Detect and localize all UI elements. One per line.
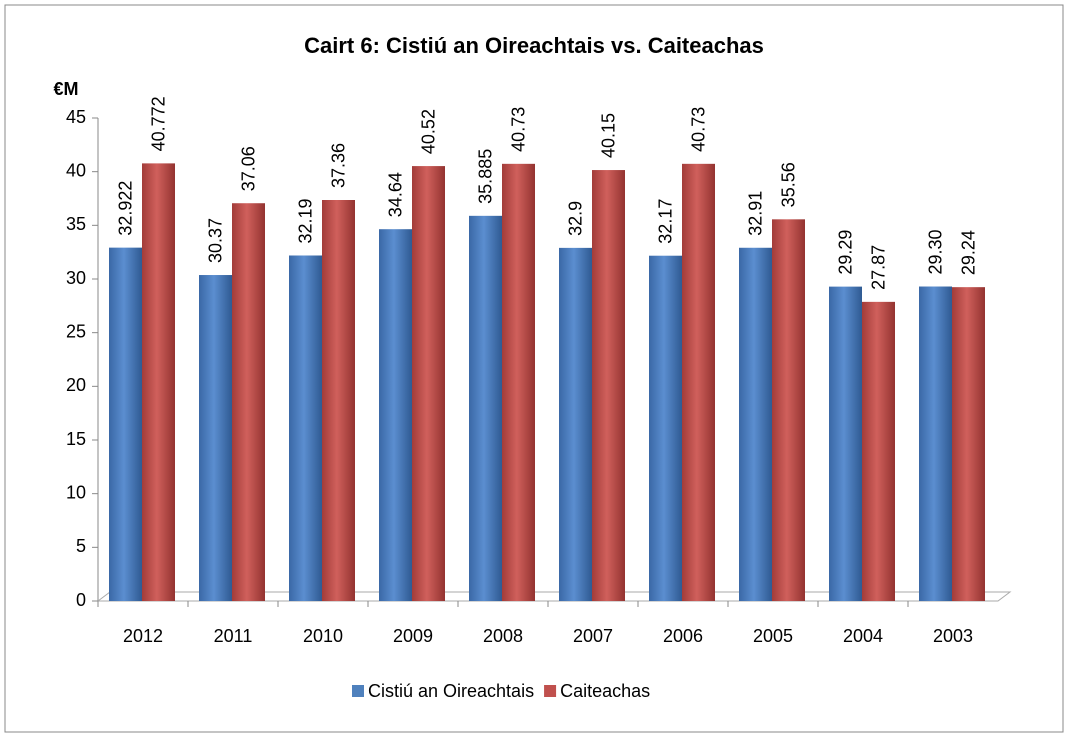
legend-swatch: [544, 685, 557, 697]
data-label: 37.36: [328, 143, 348, 188]
bar: [772, 219, 805, 601]
bar: [289, 255, 322, 601]
data-label: 40.772: [148, 96, 168, 151]
bar: [682, 163, 715, 601]
bar: [232, 203, 265, 602]
legend-swatch: [352, 685, 364, 697]
chart-title: Cairt 6: Cistiú an Oireachtais vs. Caite…: [304, 33, 764, 58]
y-tick-label: 25: [66, 321, 86, 341]
y-tick-label: 30: [66, 268, 86, 288]
x-tick-label: 2010: [303, 626, 343, 646]
data-label: 32.19: [295, 198, 315, 243]
bar: [919, 286, 952, 601]
data-label: 40.73: [688, 107, 708, 152]
x-tick-label: 2003: [933, 626, 973, 646]
bar: [199, 275, 232, 601]
data-label: 40.73: [508, 107, 528, 152]
bar: [322, 200, 355, 601]
bar: [559, 247, 592, 601]
y-tick-label: 15: [66, 429, 86, 449]
x-tick-label: 2005: [753, 626, 793, 646]
data-label: 32.9: [565, 201, 585, 236]
x-tick-label: 2006: [663, 626, 703, 646]
x-tick-label: 2004: [843, 626, 883, 646]
data-label: 34.64: [385, 172, 405, 217]
data-label: 40.15: [598, 113, 618, 158]
y-tick-label: 0: [76, 590, 86, 610]
data-label: 32.91: [745, 191, 765, 236]
data-label: 40.52: [418, 109, 438, 154]
x-tick-label: 2011: [214, 626, 253, 646]
data-label: 29.30: [925, 229, 945, 274]
legend-label: Cistiú an Oireachtais: [368, 681, 534, 701]
y-tick-label: 35: [66, 214, 86, 234]
bar: [502, 163, 535, 601]
bar: [592, 170, 625, 601]
bar: [829, 286, 862, 601]
bar: [469, 215, 502, 601]
bar: [142, 163, 175, 601]
bar: [739, 247, 772, 602]
y-tick-label: 40: [66, 160, 86, 180]
bar: [109, 247, 142, 601]
data-label: 32.922: [115, 181, 135, 236]
y-axis-label: €M: [53, 79, 78, 99]
legend-label: Caiteachas: [560, 681, 650, 701]
data-label: 29.29: [835, 230, 855, 275]
x-tick-label: 2007: [573, 626, 613, 646]
data-label: 35.885: [475, 149, 495, 204]
x-tick-label: 2008: [483, 626, 523, 646]
data-label: 37.06: [238, 146, 258, 191]
bar: [379, 229, 412, 601]
bar: [862, 301, 895, 601]
data-label: 35.56: [778, 162, 798, 207]
data-label: 29.24: [958, 230, 978, 275]
y-tick-label: 45: [66, 107, 86, 127]
y-tick-label: 5: [76, 536, 86, 556]
y-tick-label: 10: [66, 482, 86, 502]
bar: [952, 287, 985, 601]
data-label: 32.17: [655, 199, 675, 244]
bar: [412, 166, 445, 601]
data-label: 30.37: [205, 218, 225, 263]
x-tick-label: 2012: [123, 626, 163, 646]
data-label: 27.87: [868, 245, 888, 290]
bar: [649, 255, 682, 601]
y-tick-label: 20: [66, 375, 86, 395]
x-tick-label: 2009: [393, 626, 433, 646]
